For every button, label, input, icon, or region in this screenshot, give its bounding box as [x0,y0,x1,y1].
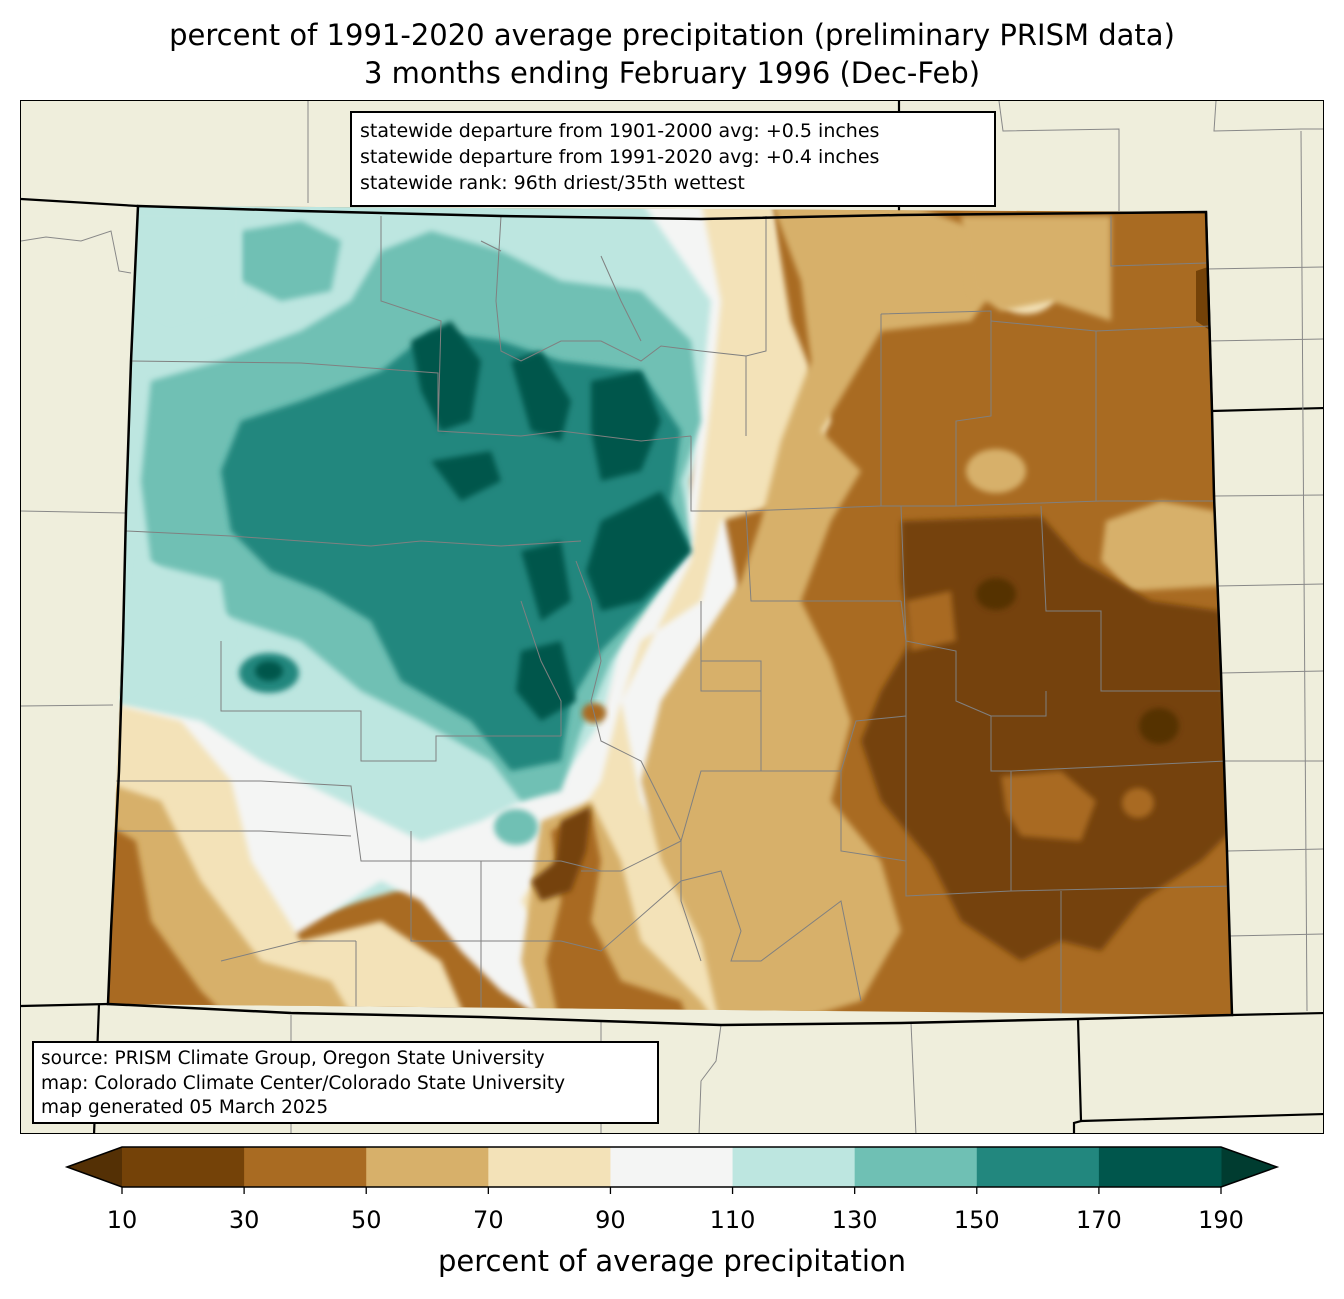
colorbar-tick-label: 90 [595,1206,626,1234]
colorbar-bin-30-50 [244,1147,367,1187]
colorbar-bin-70-90 [488,1147,611,1187]
map-title-line1: percent of 1991-2020 average precipitati… [169,18,1175,52]
statewide-stats-box: statewide departure from 1901-2000 avg: … [350,111,996,207]
colorbar-tick-label: 150 [953,1206,1000,1234]
colorbar-tick-label: 30 [228,1206,260,1234]
colorbar-tick-label: 130 [831,1206,878,1234]
stats-departure-1991-2020: statewide departure from 1991-2020 avg: … [360,146,880,168]
generated-date-line: map generated 05 March 2025 [41,1097,329,1118]
stats-departure-1901-2000: statewide departure from 1901-2000 avg: … [360,120,880,142]
neighbor-county-lines [21,101,1323,1133]
stats-rank: statewide rank: 96th driest/35th wettest [360,172,745,194]
colorbar-bin-170-190 [1098,1147,1222,1187]
colorbar-bin-50-70 [366,1147,489,1187]
colorbar-tick-label: 190 [1198,1206,1244,1234]
colorbar-bin-10-30 [122,1147,245,1187]
colorado-state-border [106,204,1234,1027]
map-credit-line: map: Colorado Climate Center/Colorado St… [41,1072,566,1094]
colorbar-under-arrow [67,1147,122,1187]
source-line: source: PRISM Climate Group, Oregon Stat… [41,1048,545,1069]
source-box: source: PRISM Climate Group, Oregon Stat… [32,1041,659,1124]
colorbar-bin-90-110 [610,1147,734,1187]
colorbar-bin-150-170 [976,1147,1100,1187]
colorbar-bin-110-130 [732,1147,856,1187]
colorbar-tick-label: 70 [473,1206,504,1234]
colorbar-tick-label: 110 [709,1206,756,1234]
map-panel [20,100,1324,1134]
colorbar-tick-label: 170 [1075,1206,1122,1234]
county-lines [111,215,1232,1015]
colorbar-over-arrow [1221,1147,1277,1187]
colorbar-bin-130-150 [854,1147,978,1187]
colorbar-tick-label: 50 [350,1206,382,1234]
colorbar-outline [64,1146,1280,1188]
colorbar-label: percent of average precipitation [437,1244,907,1278]
colorado-precip-map [21,101,1323,1133]
precip-field [108,206,1232,1015]
colorbar-tick-label: 10 [106,1206,138,1234]
map-title-line2: 3 months ending February 1996 (Dec-Feb) [363,56,981,90]
